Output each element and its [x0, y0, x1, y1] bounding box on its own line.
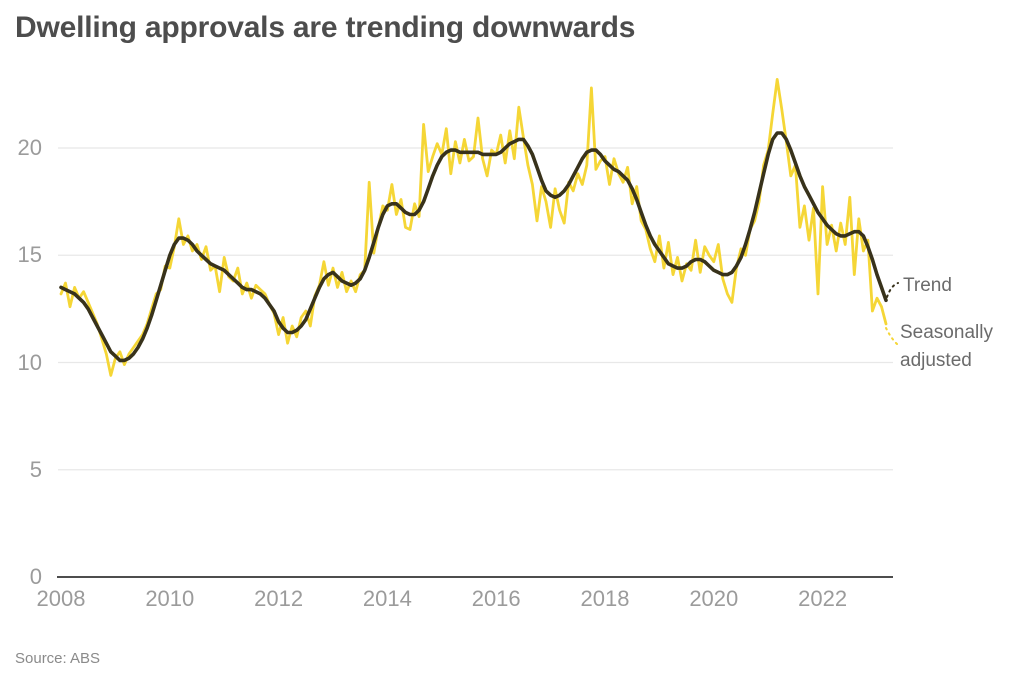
y-tick-label-20: 20	[17, 135, 42, 160]
seasonally-adjusted-label-connector-dots	[885, 327, 898, 345]
source-note: Source: ABS	[15, 650, 101, 667]
gridlines	[58, 147, 893, 471]
x-tick-label-2012: 2012	[254, 586, 304, 611]
x-tick-label-2022: 2022	[798, 586, 848, 611]
y-tick-label-10: 10	[17, 349, 42, 375]
chart-title: Dwelling approvals are trending downward…	[15, 11, 636, 44]
x-tick-label-2018: 2018	[580, 586, 630, 611]
x-tick-label-2014: 2014	[362, 586, 412, 611]
x-tick-label-2010: 2010	[145, 586, 195, 611]
y-tick-label-5: 5	[29, 456, 42, 482]
x-tick-label-2008: 2008	[36, 586, 86, 611]
seasonally-adjusted-line	[59, 78, 888, 377]
trend-line	[59, 131, 888, 363]
y-tick-label-15: 15	[17, 242, 42, 268]
trend-label-connector-dots	[886, 282, 899, 298]
y-tick-label-0: 0	[29, 564, 42, 589]
x-tick-label-2020: 2020	[689, 586, 739, 611]
legend-trend-label: Trend	[903, 275, 952, 296]
x-tick-label-2016: 2016	[471, 586, 521, 611]
legend-seasonally-adjusted-label: Seasonally adjusted	[900, 322, 993, 371]
